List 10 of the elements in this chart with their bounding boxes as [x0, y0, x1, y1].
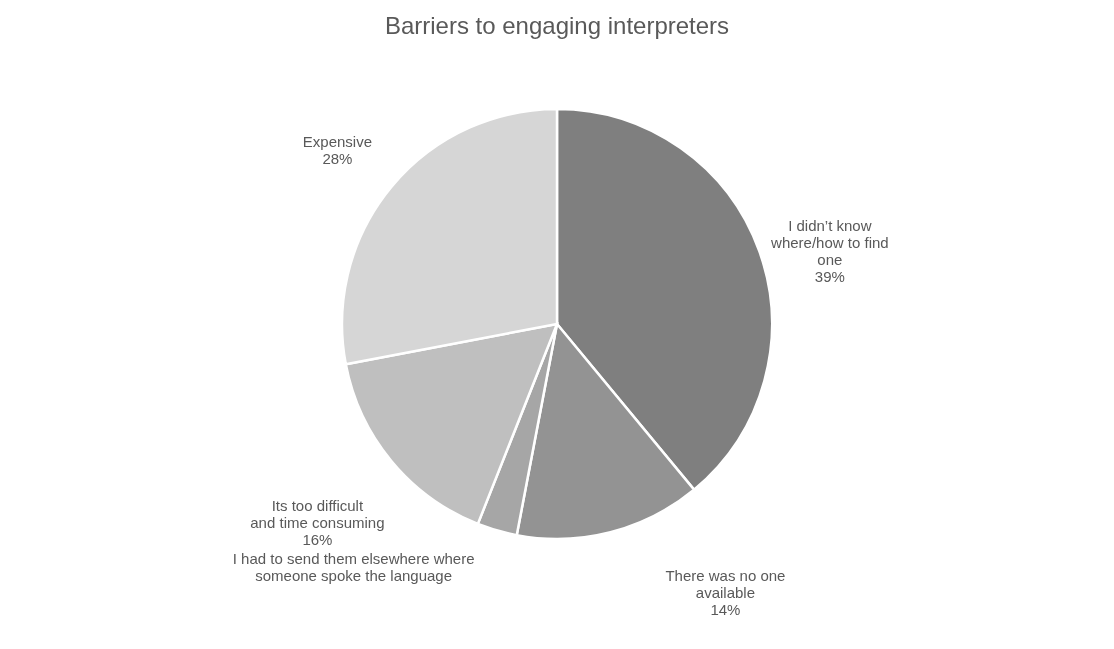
data-label: 14%	[710, 600, 741, 618]
chart-title: Barriers to engaging interpreters	[384, 12, 730, 39]
data-label: 39%	[814, 267, 845, 285]
slice-label: Its too difficult and time consuming	[250, 496, 385, 531]
data-label: 28%	[322, 150, 353, 168]
slice-label: I didn’t know where/how to find one	[770, 216, 889, 268]
slice-label: There was no one available	[665, 566, 786, 601]
slice-label: Expensive	[302, 133, 373, 151]
data-label: 16%	[302, 530, 333, 548]
slice-label: I had to send them elsewhere where someone spoke the language	[232, 550, 475, 585]
